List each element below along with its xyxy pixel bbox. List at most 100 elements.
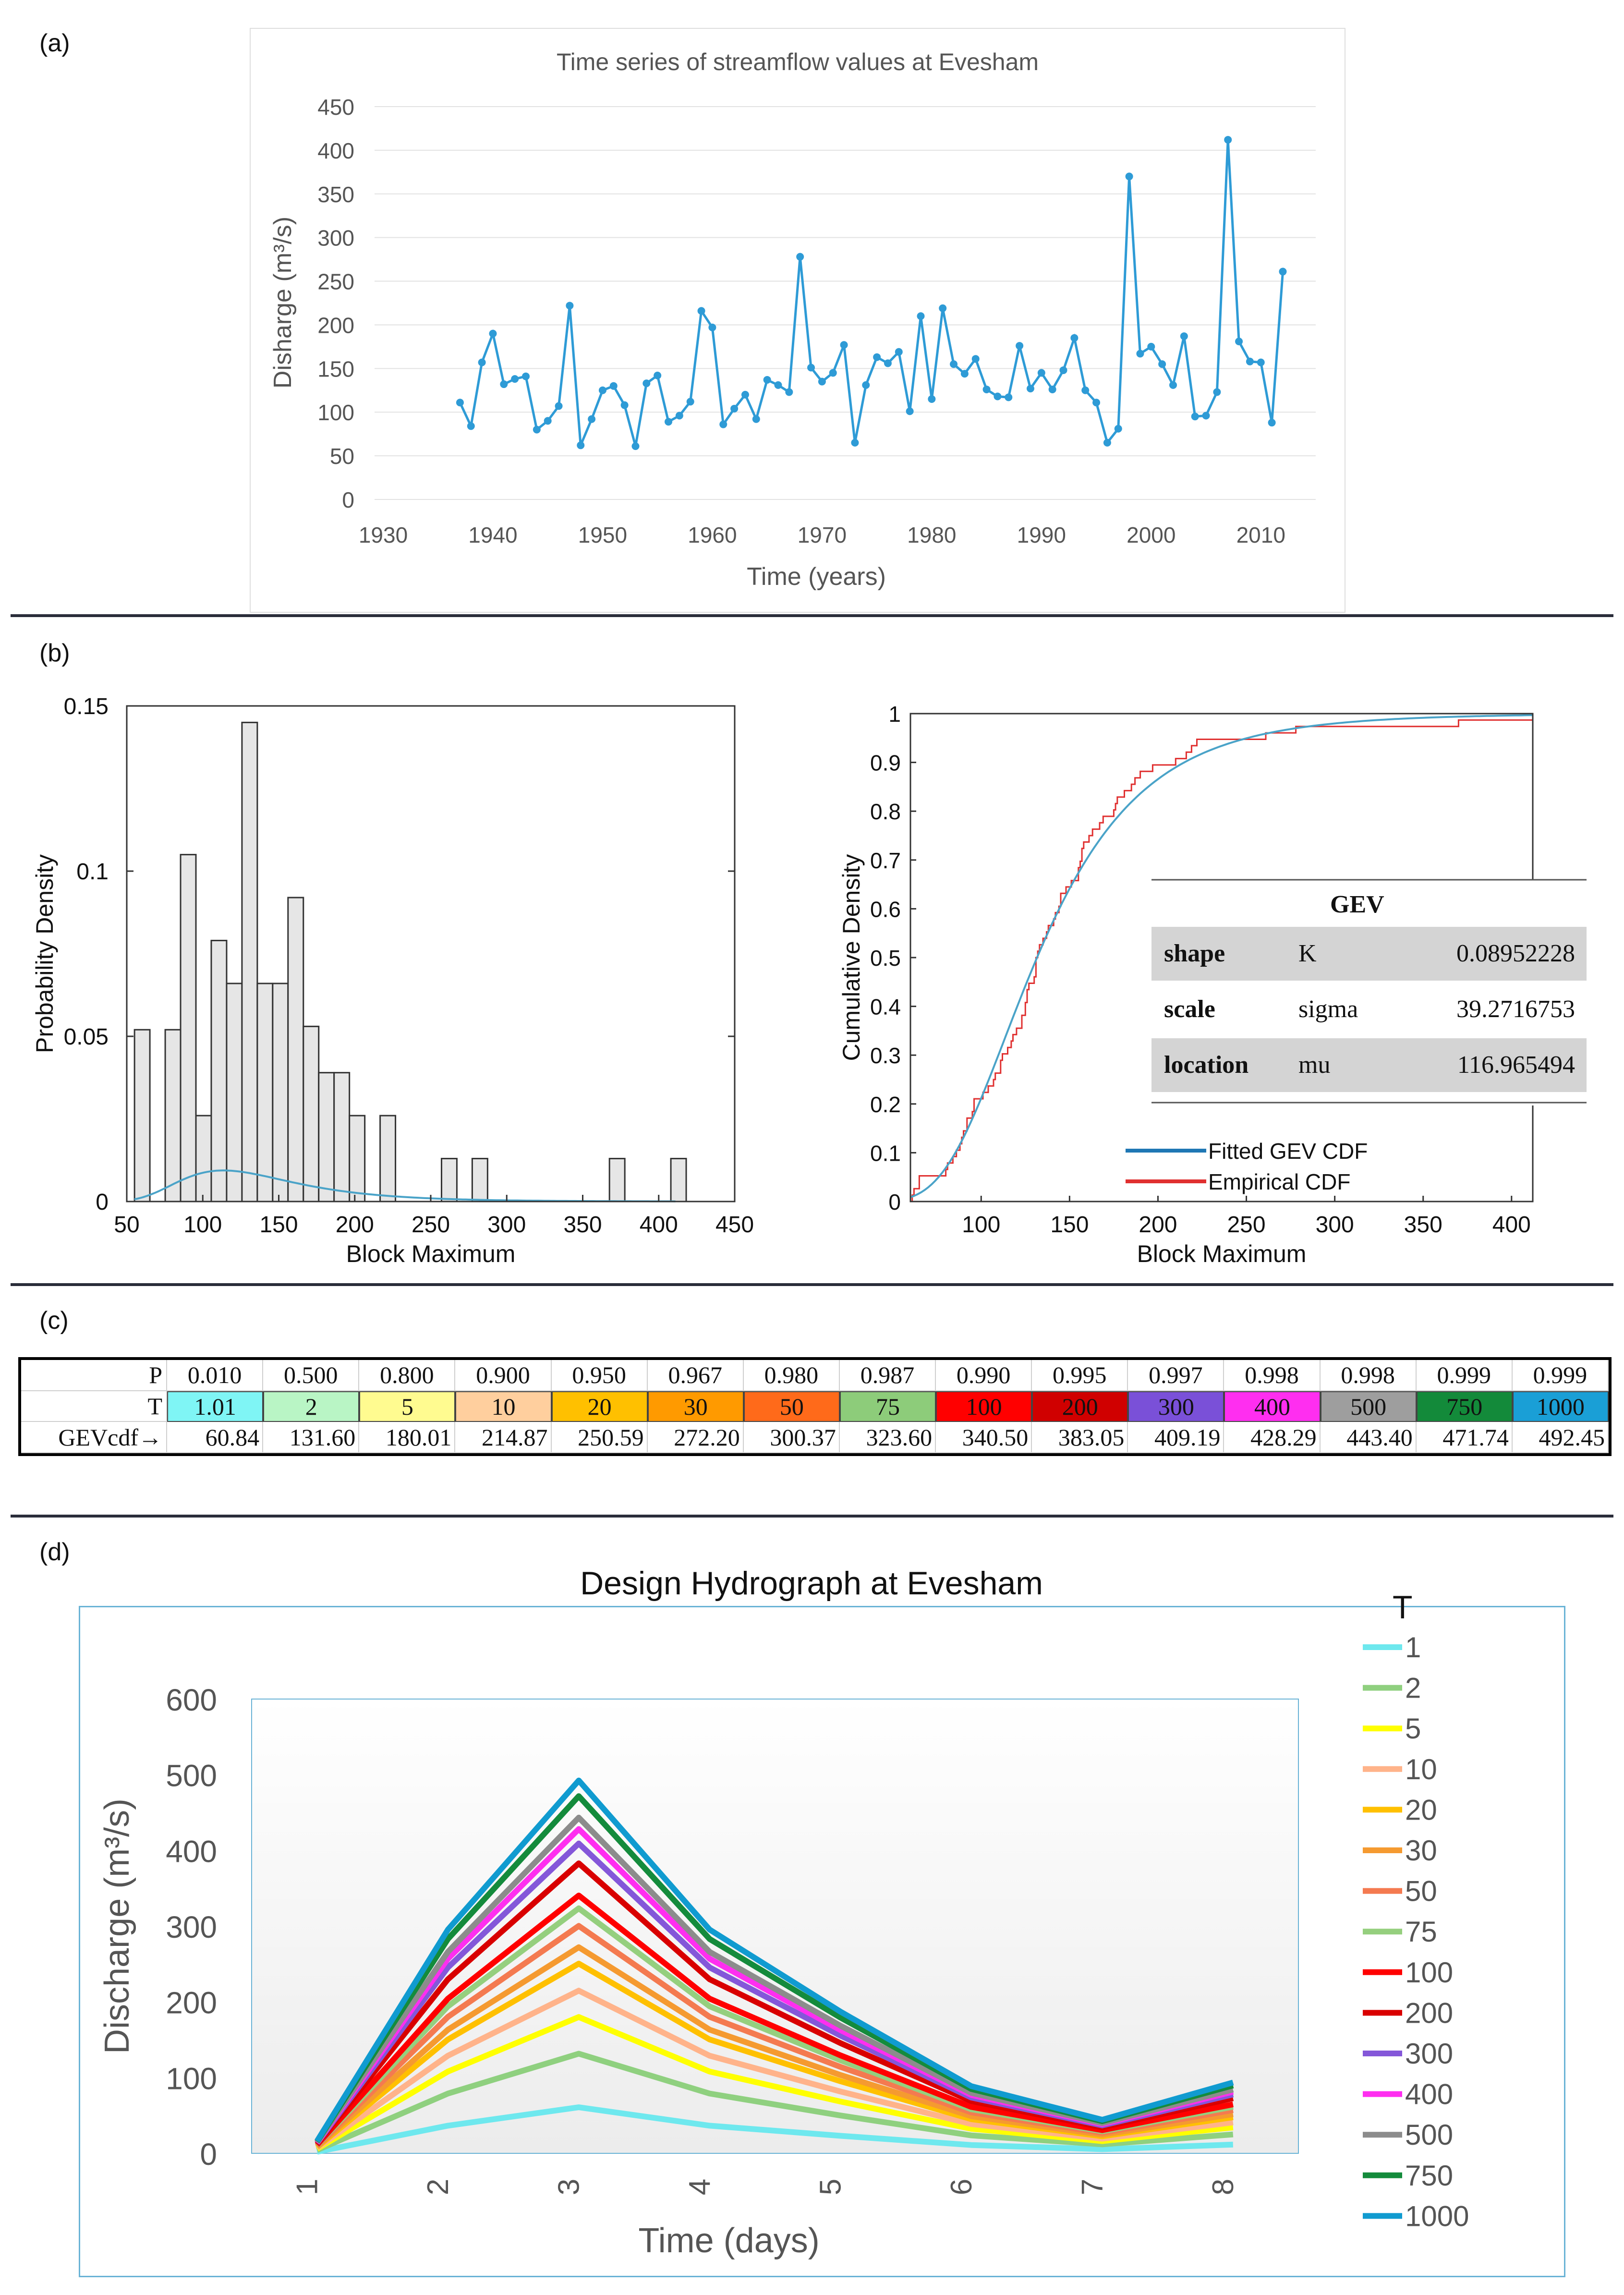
chart-a-point xyxy=(763,376,771,384)
chart-b-right: 0 0.1 0.2 0.3 0.4 0.5 0.6 0.7 0.8 0.9 1 100 150 200 25… xyxy=(838,702,1587,1267)
histogram-bar xyxy=(164,1029,182,1202)
panel-a: (a) xyxy=(11,0,1613,617)
chart-b-left-ylabel: Probability Density xyxy=(31,854,58,1053)
chart-b-left-xtick-label: 250 xyxy=(412,1212,450,1238)
chart-a-xtick-label: 1980 xyxy=(907,522,956,547)
chart-b-left-xtick-label: 50 xyxy=(114,1212,139,1238)
hydrograph-line-T1 xyxy=(316,2104,1234,2155)
chart-a-point xyxy=(851,438,859,447)
chart-a-ytick-label: 250 xyxy=(317,269,354,294)
chart-d-legend-label: 1 xyxy=(1405,1631,1421,1664)
chart-a-xtick-label: 2000 xyxy=(1127,522,1176,547)
table-cell-gev-value: 443.40 xyxy=(1320,1422,1417,1453)
chart-a-point xyxy=(928,395,936,403)
chart-a-point xyxy=(1279,267,1287,276)
gev-table-header: GEV xyxy=(1330,891,1384,918)
chart-b-right-legend-label: Empirical CDF xyxy=(1208,1169,1350,1194)
table-cell-return-period: 500 xyxy=(1320,1391,1417,1422)
chart-b-right-xtick-label: 350 xyxy=(1404,1212,1442,1238)
chart-a-xtick-label: 1940 xyxy=(468,522,517,547)
chart-a-ytick-label: 0 xyxy=(342,487,354,512)
chart-a-point xyxy=(994,392,1002,401)
panel-c-label: (c) xyxy=(39,1307,69,1335)
histogram-bar xyxy=(670,1158,687,1202)
chart-b-right-xtick-label: 400 xyxy=(1492,1212,1531,1238)
chart-a-point xyxy=(665,418,673,426)
chart-d-legend-label: 75 xyxy=(1405,1916,1437,1948)
chart-d-title: Design Hydrograph at Evesham xyxy=(580,1565,1043,1602)
histogram-bar xyxy=(303,1025,320,1202)
table-cell-gev-value: 492.45 xyxy=(1512,1422,1609,1453)
table-cell-probability: 0.995 xyxy=(1032,1360,1128,1391)
table-cell-return-period: 750 xyxy=(1416,1391,1513,1422)
chart-a-point xyxy=(631,442,640,450)
chart-a-point xyxy=(708,323,716,331)
panel-d: (d) xyxy=(11,1518,1613,2295)
chart-a-point xyxy=(620,401,629,409)
chart-b-right-ytick-label: 0.4 xyxy=(870,995,901,1020)
chart-a-xtick-label: 1950 xyxy=(578,522,627,547)
table-cell-probability: 0.500 xyxy=(263,1360,360,1391)
table-cell-return-period: 300 xyxy=(1128,1391,1224,1422)
table-cell-return-period: 5 xyxy=(359,1391,456,1422)
chart-a-point xyxy=(1048,385,1056,393)
chart-a-point xyxy=(1224,136,1232,144)
table-cell-probability: 0.900 xyxy=(455,1360,552,1391)
chart-a-xtick-label: 2010 xyxy=(1236,522,1285,547)
chart-a-point xyxy=(873,353,881,361)
panel-b: (b) xyxy=(11,617,1613,1286)
chart-b-left-ytick-label: 0 xyxy=(96,1190,109,1215)
chart-d-legend-label: 20 xyxy=(1405,1794,1437,1826)
histogram-bar xyxy=(608,1158,626,1202)
chart-b-left-xtick-label: 350 xyxy=(563,1212,602,1238)
table-cell-probability: 0.800 xyxy=(359,1360,456,1391)
chart-b-left-ytick-label: 0.05 xyxy=(64,1024,109,1050)
chart-a-point xyxy=(862,381,870,389)
table-cell-probability: 0.990 xyxy=(936,1360,1032,1391)
gev-table-param-name: shape xyxy=(1164,940,1225,967)
chart-a-point xyxy=(1103,438,1111,447)
chart-d-xtick-label: 3 xyxy=(552,2179,585,2195)
table-cell-probability: 0.980 xyxy=(743,1360,840,1391)
table-row-header: GEVcdf→ xyxy=(21,1422,167,1453)
chart-a-point xyxy=(598,386,606,394)
chart-a-point xyxy=(511,375,519,383)
chart-d-ytick-label: 400 xyxy=(166,1834,217,1869)
gev-table-row-shading xyxy=(1151,1038,1587,1092)
table-cell-probability: 0.998 xyxy=(1224,1360,1321,1391)
chart-a-point xyxy=(489,329,497,338)
chart-a-point xyxy=(1016,342,1024,350)
chart-b-right-ytick-label: 0.5 xyxy=(870,946,901,971)
chart-a-ytick-label: 100 xyxy=(317,400,354,425)
gev-table-param-name: location xyxy=(1164,1051,1248,1079)
chart-a-point xyxy=(642,379,651,388)
table-cell-gev-value: 471.74 xyxy=(1416,1422,1513,1453)
table-cell-probability: 0.997 xyxy=(1128,1360,1224,1391)
chart-a-point xyxy=(829,369,837,377)
hydrograph-line-T100 xyxy=(315,1893,1234,2147)
chart-b-right-ytick-label: 0.6 xyxy=(870,897,901,922)
chart-d-xtick-label: 6 xyxy=(945,2179,978,2195)
chart-a-point xyxy=(719,420,727,428)
chart-a-point xyxy=(609,382,618,390)
gev-table-symbol: mu xyxy=(1298,1051,1330,1079)
chart-b-right-ylabel: Cumulative Density xyxy=(838,854,865,1061)
chart-b-right-ytick-label: 1 xyxy=(888,702,901,727)
chart-a-ytick-label: 350 xyxy=(317,182,354,207)
chart-a-point xyxy=(1158,360,1166,368)
chart-a-point xyxy=(467,422,475,430)
chart-b-right-ytick-label: 0.8 xyxy=(870,799,901,824)
chart-a-point xyxy=(1202,412,1210,420)
table-cell-return-period: 400 xyxy=(1224,1391,1321,1422)
chart-b-left-xtick-label: 400 xyxy=(640,1212,678,1238)
chart-d-ytick-label: 200 xyxy=(166,1986,217,2020)
chart-b-right-xtick-label: 100 xyxy=(962,1212,1000,1238)
chart-d-xtick-label: 2 xyxy=(422,2179,455,2195)
chart-a-point xyxy=(686,398,694,406)
histogram-bar xyxy=(241,721,258,1202)
chart-a-point xyxy=(555,402,563,410)
chart-b-right-xtick-label: 200 xyxy=(1139,1212,1177,1238)
gev-table-param-name: scale xyxy=(1164,996,1215,1023)
chart-a-point xyxy=(884,359,892,367)
table-cell-probability: 0.999 xyxy=(1416,1360,1513,1391)
